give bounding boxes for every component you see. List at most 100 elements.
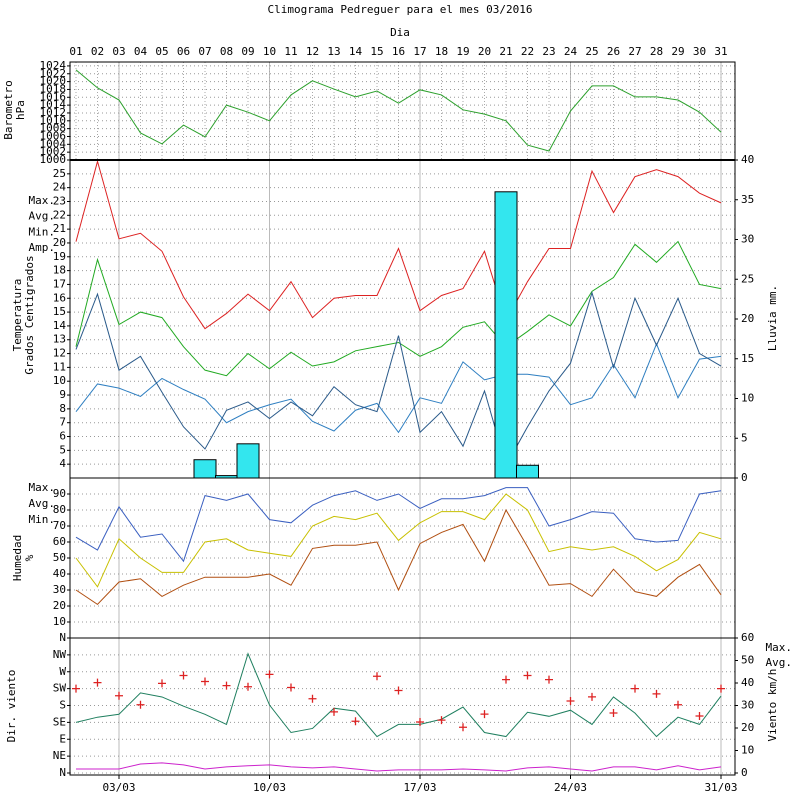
y-tick-label: 20 — [53, 599, 66, 612]
direction-marker — [416, 718, 424, 726]
series-line — [75, 159, 722, 330]
direction-marker — [287, 683, 295, 692]
x-axis-title: Dia — [390, 26, 410, 39]
direction-marker — [265, 670, 274, 679]
direction-marker — [566, 697, 575, 705]
y-tick-label: 1010 — [40, 114, 67, 127]
x-tick-label: 16 — [392, 45, 405, 58]
y2-tick-label: 0 — [741, 471, 748, 484]
y-tick-label: 1014 — [40, 98, 67, 111]
y-axis-title: Dir. viento — [5, 670, 18, 743]
x-tick-label: 14 — [349, 45, 363, 58]
direction-marker — [437, 716, 446, 725]
y-tick-label: 8 — [59, 402, 66, 415]
y-tick-label: S — [59, 699, 66, 712]
y-tick-label: 1002 — [40, 145, 67, 158]
x-tick-label: 23 — [542, 45, 555, 58]
y2-tick-label: 30 — [741, 233, 754, 246]
x-tick-label: 09 — [241, 45, 254, 58]
y-tick-label: 1022 — [40, 67, 67, 80]
x-tick-label: 04 — [134, 45, 148, 58]
y-tick-label: 9 — [59, 388, 66, 401]
y-tick-label: NE — [53, 749, 66, 762]
y-tick-label: 90 — [53, 487, 66, 500]
y-tick-label: 22 — [53, 208, 66, 221]
x-tick-label: 25 — [585, 45, 598, 58]
direction-marker — [545, 675, 553, 684]
y-axis-title: % — [23, 554, 36, 561]
y2-tick-label: 40 — [741, 676, 754, 689]
legend-label: Min. — [29, 225, 56, 238]
y-tick-label: 21 — [53, 222, 66, 235]
direction-marker — [459, 723, 467, 732]
y-axis-title: Grados Centigrados — [23, 255, 36, 374]
direction-marker — [502, 675, 510, 684]
y-tick-label: 24 — [53, 181, 67, 194]
direction-marker — [136, 700, 145, 709]
y-tick-label: 14 — [53, 319, 67, 332]
y-tick-label: 4 — [59, 457, 66, 470]
x-tick-label: 21 — [499, 45, 512, 58]
y-tick-label: 50 — [53, 551, 66, 564]
y2-tick-label: 5 — [741, 431, 748, 444]
y-tick-label: 11 — [53, 360, 66, 373]
y2-tick-label: 10 — [741, 392, 754, 405]
y-tick-label: 20 — [53, 236, 66, 249]
legend-label: Max. — [766, 641, 793, 654]
x-tick-label: 10 — [263, 45, 276, 58]
series-line — [75, 487, 722, 563]
y-tick-label: 1016 — [40, 90, 67, 103]
legend-label: Max. — [29, 481, 56, 494]
y-axis-title: hPa — [14, 100, 27, 120]
y-tick-label: 12 — [53, 347, 66, 360]
y-tick-label: 1006 — [40, 129, 67, 142]
x-tick-label: 08 — [220, 45, 233, 58]
y-tick-label: 18 — [53, 264, 66, 277]
y-tick-label: 80 — [53, 503, 66, 516]
y2-axis-title: Viento km/h — [766, 669, 779, 742]
series-line — [75, 240, 722, 377]
x-tick-label: 12 — [306, 45, 319, 58]
series-line — [75, 493, 722, 588]
y-tick-label: 1024 — [40, 59, 67, 72]
y-tick-label: W — [59, 665, 66, 678]
y2-tick-label: 10 — [741, 744, 754, 757]
y2-tick-label: 40 — [741, 153, 754, 166]
series-line — [75, 290, 722, 467]
legend-label: Amp. — [29, 241, 56, 254]
y-axis-title: Temperatura — [11, 279, 24, 352]
chart-title: Climograma Pedreguer para el mes 03/2016 — [268, 3, 533, 16]
y-tick-label: 13 — [53, 333, 66, 346]
x-tick-label: 02 — [91, 45, 104, 58]
y-tick-label: 15 — [53, 305, 66, 318]
y-tick-label: 23 — [53, 194, 66, 207]
rain-bar — [236, 443, 260, 479]
legend-label: Min. — [29, 513, 56, 526]
x-tick-label: 27 — [628, 45, 641, 58]
direction-marker — [480, 710, 489, 719]
y2-tick-label: 60 — [741, 631, 754, 644]
direction-marker — [631, 684, 639, 693]
y-tick-label: N — [59, 631, 66, 644]
y2-tick-label: 50 — [741, 654, 754, 667]
direction-marker — [158, 679, 166, 688]
direction-marker — [72, 684, 80, 693]
x-tick-label: 31/03 — [704, 781, 737, 794]
x-tick-label: 13 — [327, 45, 340, 58]
y-tick-label: 1008 — [40, 122, 67, 135]
y-tick-label: SW — [53, 682, 67, 695]
y-tick-label: 19 — [53, 250, 66, 263]
y-tick-label: 17 — [53, 277, 66, 290]
x-tick-label: 30 — [693, 45, 706, 58]
y-axis-title: Barometro — [2, 80, 15, 140]
direction-marker — [222, 681, 231, 690]
direction-marker — [330, 707, 338, 716]
direction-marker — [588, 692, 596, 701]
direction-marker — [373, 672, 381, 681]
y-tick-label: NW — [53, 648, 67, 661]
series-line — [75, 508, 722, 606]
legend-label: Max. — [29, 194, 56, 207]
direction-marker — [351, 717, 360, 726]
